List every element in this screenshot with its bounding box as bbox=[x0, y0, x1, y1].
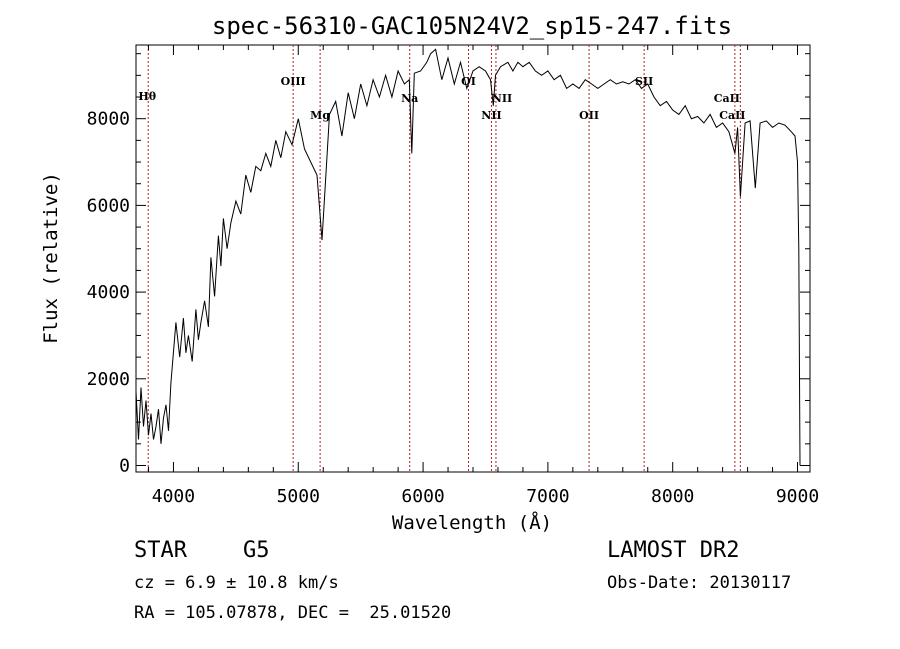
line-label-2: Mg bbox=[310, 109, 330, 122]
redshift-velocity: cz = 6.9 ± 10.8 km/s bbox=[134, 573, 339, 593]
line-label-6: NII bbox=[492, 92, 512, 105]
survey-name: LAMOST DR2 bbox=[607, 538, 740, 563]
x-axis-ticks: 4000 5000 6000 7000 8000 9000 bbox=[147, 45, 819, 507]
y-tick-label-2: 4000 bbox=[87, 282, 130, 303]
emission-line-markers bbox=[147, 45, 741, 472]
x-tick-label-3: 7000 bbox=[526, 486, 569, 507]
x-tick-label-1: 5000 bbox=[277, 486, 320, 507]
chart-title: spec-56310-GAC105N24V2_sp15-247.fits bbox=[212, 12, 732, 40]
line-label-1: OIII bbox=[281, 75, 306, 88]
x-tick-label-4: 8000 bbox=[651, 486, 694, 507]
line-label-4: OI bbox=[461, 75, 476, 88]
y-tick-label-4: 8000 bbox=[87, 109, 130, 130]
line-label-0: Hθ bbox=[138, 90, 156, 103]
y-tick-label-0: 0 bbox=[119, 455, 130, 476]
spectrum-chart: spec-56310-GAC105N24V2_sp15-247.fits Hθ O… bbox=[40, 12, 819, 534]
line-label-9: CaII bbox=[714, 92, 740, 105]
sky-coordinates: RA = 105.07878, DEC = 25.01520 bbox=[134, 603, 452, 623]
line-label-7: OII bbox=[579, 109, 599, 122]
y-tick-label-3: 6000 bbox=[87, 195, 130, 216]
line-label-8: SII bbox=[635, 75, 653, 88]
plot-frame bbox=[135, 44, 811, 473]
x-axis-label: Wavelength (Å) bbox=[392, 511, 552, 534]
object-subclass: G5 bbox=[243, 538, 270, 563]
x-tick-label-0: 4000 bbox=[152, 486, 195, 507]
y-axis-ticks: 0 2000 4000 6000 8000 bbox=[87, 53, 810, 476]
x-tick-label-5: 9000 bbox=[776, 486, 819, 507]
y-axis-label: Flux (relative) bbox=[40, 172, 62, 344]
observation-date: Obs-Date: 20130117 bbox=[607, 573, 792, 593]
object-class: STAR bbox=[134, 538, 187, 563]
x-tick-label-2: 6000 bbox=[401, 486, 444, 507]
line-label-5: NII bbox=[481, 109, 501, 122]
flux-series-line bbox=[135, 48, 801, 466]
y-tick-label-1: 2000 bbox=[87, 369, 130, 390]
line-label-10: CaII bbox=[719, 109, 745, 122]
